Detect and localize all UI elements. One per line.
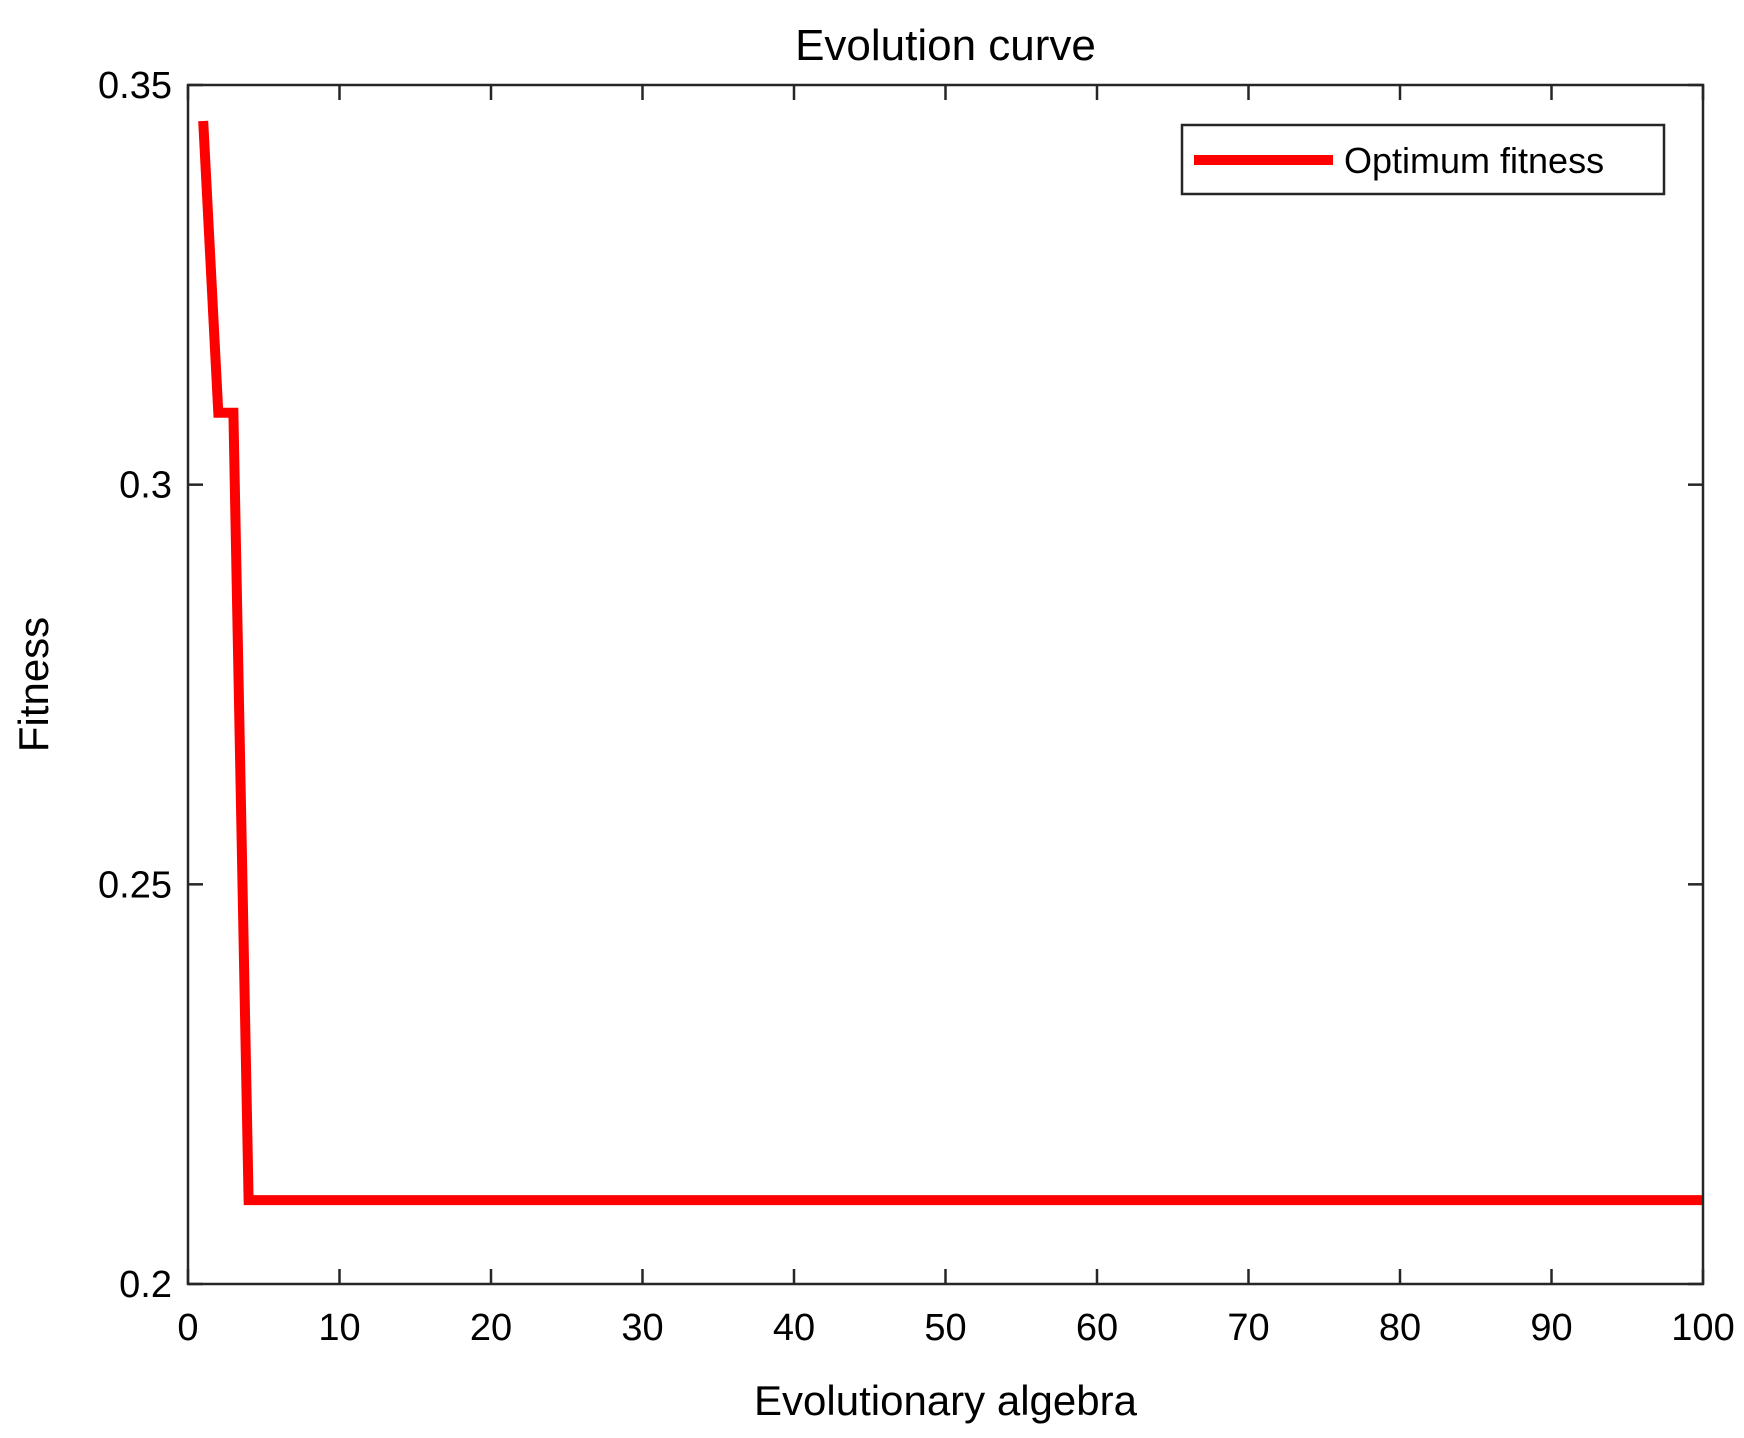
plot-frame [186, 83, 1705, 1286]
x-tick-label: 60 [1076, 1307, 1118, 1349]
legend: Optimum fitness [1180, 123, 1666, 196]
y-tick-labels: 0.2 0.25 0.3 0.35 [98, 65, 172, 1306]
x-tick-label: 100 [1671, 1307, 1734, 1349]
series-line-optimum-fitness [198, 120, 1703, 1206]
legend-label-optimum-fitness: Optimum fitness [1344, 140, 1604, 181]
x-axis-label: Evolutionary algebra [754, 1377, 1138, 1424]
x-tick-label: 10 [318, 1307, 360, 1349]
y-tick-label: 0.2 [119, 1264, 172, 1306]
x-tick-label: 50 [924, 1307, 966, 1349]
x-tick-label: 90 [1530, 1307, 1572, 1349]
x-tick-label: 70 [1227, 1307, 1269, 1349]
chart-title: Evolution curve [795, 21, 1096, 70]
y-tick-label: 0.35 [98, 65, 172, 107]
x-tick-labels: 0 10 20 30 40 50 60 70 80 90 100 [177, 1307, 1734, 1349]
y-axis-label: Fitness [10, 617, 57, 752]
x-tick-label: 0 [177, 1307, 198, 1349]
x-tick-label: 30 [621, 1307, 663, 1349]
y-tick-label: 0.25 [98, 864, 172, 906]
x-tick-label: 80 [1379, 1307, 1421, 1349]
series-layer [198, 120, 1703, 1206]
x-tick-label: 40 [773, 1307, 815, 1349]
y-tick-label: 0.3 [119, 465, 172, 507]
x-tick-label: 20 [470, 1307, 512, 1349]
